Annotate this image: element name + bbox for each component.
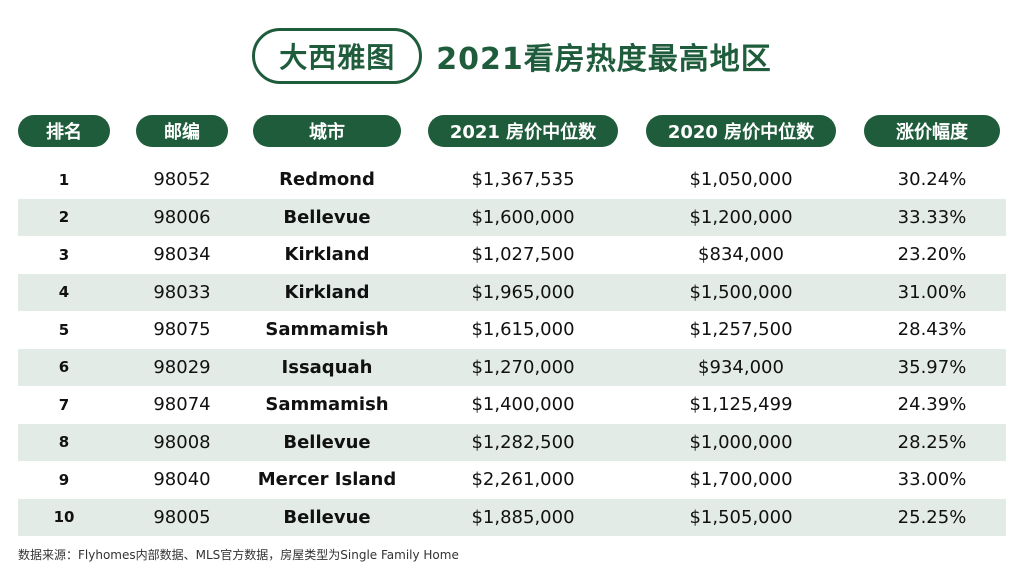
zip-cell: 98074 bbox=[153, 394, 211, 416]
rank-cell: 7 bbox=[58, 395, 70, 414]
price-2021-cell: $1,400,000 bbox=[471, 394, 575, 416]
price-2020-cell: $834,000 bbox=[698, 244, 784, 266]
header-zip: 邮编 bbox=[136, 115, 228, 147]
city-cell: Kirkland bbox=[284, 281, 370, 303]
rank-cell: 6 bbox=[58, 358, 70, 377]
price-2021-cell: $1,367,535 bbox=[471, 169, 575, 191]
price-2020-cell: $1,050,000 bbox=[689, 169, 793, 191]
rank-cell: 10 bbox=[53, 508, 75, 527]
brand-badge: 大西雅图 bbox=[252, 28, 423, 84]
city-cell: Kirkland bbox=[284, 244, 370, 266]
change-cell: 23.20% bbox=[897, 244, 967, 266]
table-row: 3 98034 Kirkland $1,027,500 $834,000 23.… bbox=[18, 236, 1006, 274]
city-cell: Bellevue bbox=[283, 206, 371, 228]
price-2021-cell: $1,027,500 bbox=[471, 244, 575, 266]
header-rank: 排名 bbox=[18, 115, 110, 147]
title-bar: 大西雅图 2021看房热度最高地区 bbox=[0, 28, 1024, 84]
zip-cell: 98006 bbox=[153, 206, 211, 228]
rank-cell: 9 bbox=[58, 470, 70, 489]
zip-cell: 98008 bbox=[153, 431, 211, 453]
price-2020-cell: $1,125,499 bbox=[689, 394, 793, 416]
price-2021-cell: $1,615,000 bbox=[471, 319, 575, 341]
city-cell: Sammamish bbox=[265, 394, 389, 416]
change-cell: 33.00% bbox=[897, 469, 967, 491]
header-city: 城市 bbox=[253, 115, 401, 147]
price-2020-cell: $1,505,000 bbox=[689, 506, 793, 528]
zip-cell: 98033 bbox=[153, 281, 211, 303]
price-2021-cell: $1,270,000 bbox=[471, 356, 575, 378]
rank-cell: 1 bbox=[58, 170, 70, 189]
change-cell: 31.00% bbox=[897, 281, 967, 303]
table-row: 8 98008 Bellevue $1,282,500 $1,000,000 2… bbox=[18, 423, 1006, 461]
city-cell: Mercer Island bbox=[257, 469, 397, 491]
source-footnote: 数据来源：Flyhomes内部数据、MLS官方数据，房屋类型为Single Fa… bbox=[18, 548, 459, 562]
price-2021-cell: $1,965,000 bbox=[471, 281, 575, 303]
zip-cell: 98034 bbox=[153, 244, 211, 266]
table-row: 2 98006 Bellevue $1,600,000 $1,200,000 3… bbox=[18, 198, 1006, 236]
price-2021-cell: $1,282,500 bbox=[471, 431, 575, 453]
zip-cell: 98029 bbox=[153, 356, 211, 378]
city-cell: Bellevue bbox=[283, 506, 371, 528]
header-change: 涨价幅度 bbox=[864, 115, 1000, 147]
price-2020-cell: $1,257,500 bbox=[689, 319, 793, 341]
page-title: 2021看房热度最高地区 bbox=[436, 42, 772, 77]
table-row: 6 98029 Issaquah $1,270,000 $934,000 35.… bbox=[18, 348, 1006, 386]
header-price-2021: 2021 房价中位数 bbox=[428, 115, 618, 147]
rank-cell: 5 bbox=[58, 320, 70, 339]
price-2020-cell: $1,000,000 bbox=[689, 431, 793, 453]
table-row: 9 98040 Mercer Island $2,261,000 $1,700,… bbox=[18, 461, 1006, 499]
price-2021-cell: $2,261,000 bbox=[471, 469, 575, 491]
change-cell: 25.25% bbox=[897, 506, 967, 528]
price-2020-cell: $1,200,000 bbox=[689, 206, 793, 228]
table-body: 1 98052 Redmond $1,367,535 $1,050,000 30… bbox=[18, 161, 1006, 536]
header-price-2020: 2020 房价中位数 bbox=[646, 115, 836, 147]
city-cell: Sammamish bbox=[265, 319, 389, 341]
price-2020-cell: $1,700,000 bbox=[689, 469, 793, 491]
change-cell: 24.39% bbox=[897, 394, 967, 416]
price-2021-cell: $1,885,000 bbox=[471, 506, 575, 528]
table-row: 7 98074 Sammamish $1,400,000 $1,125,499 … bbox=[18, 386, 1006, 424]
table-row: 1 98052 Redmond $1,367,535 $1,050,000 30… bbox=[18, 161, 1006, 199]
city-cell: Bellevue bbox=[283, 431, 371, 453]
zip-cell: 98005 bbox=[153, 506, 211, 528]
change-cell: 28.43% bbox=[897, 319, 967, 341]
change-cell: 35.97% bbox=[897, 356, 967, 378]
table-header: 排名 邮编 城市 2021 房价中位数 2020 房价中位数 涨价幅度 bbox=[0, 115, 1024, 147]
change-cell: 28.25% bbox=[897, 431, 967, 453]
price-2021-cell: $1,600,000 bbox=[471, 206, 575, 228]
city-cell: Issaquah bbox=[281, 356, 373, 378]
price-2020-cell: $1,500,000 bbox=[689, 281, 793, 303]
table-row: 10 98005 Bellevue $1,885,000 $1,505,000 … bbox=[18, 498, 1006, 536]
zip-cell: 98075 bbox=[153, 319, 211, 341]
table-row: 5 98075 Sammamish $1,615,000 $1,257,500 … bbox=[18, 311, 1006, 349]
price-2020-cell: $934,000 bbox=[698, 356, 784, 378]
rank-cell: 2 bbox=[58, 208, 70, 227]
table-row: 4 98033 Kirkland $1,965,000 $1,500,000 3… bbox=[18, 273, 1006, 311]
rank-cell: 4 bbox=[58, 283, 70, 302]
zip-cell: 98052 bbox=[153, 169, 211, 191]
change-cell: 33.33% bbox=[897, 206, 967, 228]
rank-cell: 8 bbox=[58, 433, 70, 452]
change-cell: 30.24% bbox=[897, 169, 967, 191]
city-cell: Redmond bbox=[279, 169, 375, 191]
rank-cell: 3 bbox=[58, 245, 70, 264]
zip-cell: 98040 bbox=[153, 469, 211, 491]
